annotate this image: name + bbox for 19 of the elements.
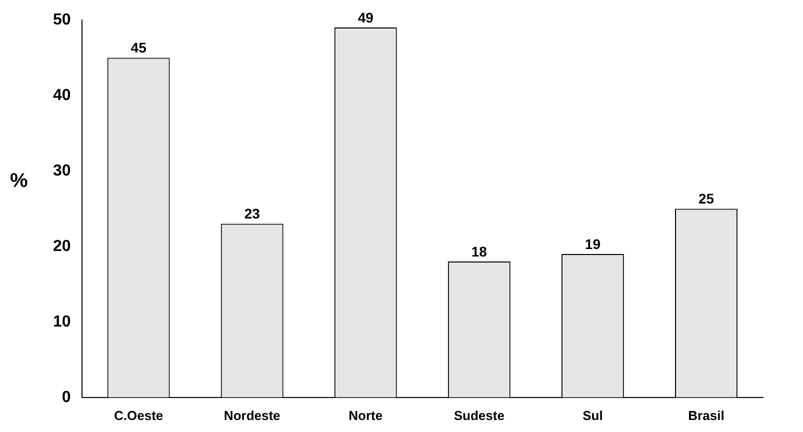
y-tick-label: 0	[62, 388, 71, 406]
data-label: 19	[584, 236, 601, 252]
x-tick-label: C.Oeste	[114, 408, 164, 423]
data-label: 25	[698, 190, 714, 207]
data-label: 18	[471, 243, 488, 260]
x-tick-label: Nordeste	[224, 408, 280, 423]
y-axis-title: %	[10, 170, 28, 193]
y-tick-label: 50	[53, 11, 71, 28]
x-tick-label: Norte	[348, 408, 383, 423]
x-tick-label: Brasil	[688, 408, 724, 423]
data-label: 49	[358, 9, 374, 26]
x-tick-label: Sul	[582, 408, 603, 423]
y-tick-label: 10	[53, 313, 71, 330]
data-label: 45	[130, 40, 147, 56]
y-tick-label: 40	[53, 86, 71, 104]
data-label: 23	[244, 206, 260, 222]
y-tick-label: 20	[53, 238, 71, 255]
y-tick-label: 30	[53, 162, 71, 180]
x-tick-label: Sudeste	[454, 408, 504, 423]
